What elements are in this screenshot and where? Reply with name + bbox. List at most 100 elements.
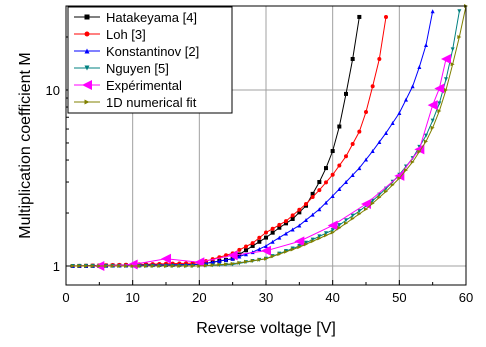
data-point [337,225,342,230]
data-point [304,218,308,223]
data-point [257,239,262,244]
data-point [364,157,368,162]
data-point [290,227,295,232]
data-point [337,223,342,228]
legend-box [67,6,233,114]
data-point [284,219,288,224]
data-point [190,264,195,269]
series-line [99,58,447,267]
series-group [70,4,468,269]
data-point [370,84,375,89]
data-point [270,254,275,259]
data-point [357,129,362,134]
data-point [350,173,355,178]
data-point [344,180,348,185]
data-point [70,264,75,269]
data-point [144,264,148,269]
data-point [277,225,282,230]
legend-label: 1D numerical fit [106,95,197,110]
data-point [424,139,428,144]
data-point [264,230,268,235]
x-tick-label: 10 [125,290,139,305]
data-point [230,256,235,261]
data-point [330,228,335,233]
data-point [310,237,315,242]
data-point [350,56,355,61]
data-point [384,14,388,19]
data-point [350,216,355,221]
legend-label: Expérimental [106,78,182,93]
data-point [430,9,435,14]
data-point [430,118,435,123]
x-axis-title: Reverse voltage [V] [196,320,336,337]
data-point [284,231,288,236]
data-point [317,188,322,193]
data-point [264,243,268,248]
data-point [441,53,451,64]
data-point [370,201,375,206]
data-point [104,264,108,269]
data-point [397,176,402,181]
legend-label: Hatakeyama [4] [106,10,197,25]
data-point [434,83,445,94]
data-point [197,264,202,269]
data-point [217,259,222,264]
data-point [244,248,248,253]
data-point [350,213,355,218]
data-point [337,163,342,168]
data-point [124,264,128,269]
data-point [324,233,328,238]
data-point [227,250,238,261]
data-point [310,195,315,200]
data-point [430,125,435,130]
data-point [194,257,205,268]
data-point [457,34,462,39]
data-point [317,207,322,212]
data-point [270,239,275,244]
data-point [317,180,322,185]
data-point [297,210,302,215]
data-point [404,97,408,102]
data-point [310,191,315,196]
data-point [364,207,368,212]
data-point [324,231,328,236]
data-point [84,48,90,54]
data-point [224,262,228,267]
data-point [337,186,342,191]
data-point [384,130,388,135]
data-point [170,264,175,269]
data-point [237,260,242,265]
data-point [324,200,328,205]
data-point [297,207,302,212]
data-point [84,264,88,269]
data-point [257,257,262,262]
data-point [330,149,335,154]
x-tick-label: 20 [192,290,206,305]
data-point [410,84,415,89]
data-point [230,261,235,266]
data-point [330,172,335,177]
data-point [324,166,328,171]
data-point [257,247,262,252]
data-point [390,120,395,125]
data-point [377,139,382,144]
data-point [344,154,348,159]
data-point [224,257,228,262]
data-point [317,236,322,241]
data-point [77,264,82,269]
data-point [277,252,282,257]
data-point [84,99,90,105]
data-point [304,202,308,207]
legend: Hatakeyama [4] Loh [3] Konstantinov [2] Ngu… [67,6,233,114]
data-point [290,216,295,221]
data-point [357,14,362,19]
data-point [450,62,455,67]
data-point [417,149,422,154]
data-point [390,182,395,187]
data-point [237,247,242,252]
legend-label: Konstantinov [2] [106,44,199,59]
data-point [424,43,428,48]
data-point [344,221,348,226]
data-point [294,236,305,247]
data-point [270,226,275,231]
